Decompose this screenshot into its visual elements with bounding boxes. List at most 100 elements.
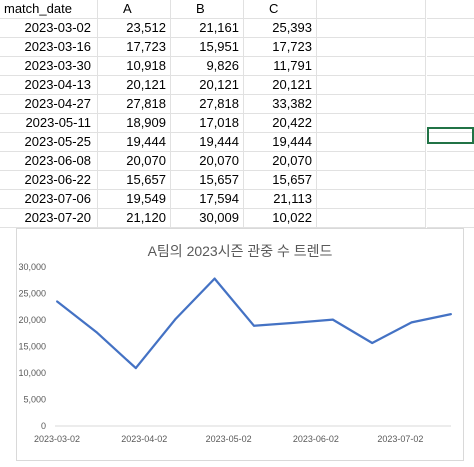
table-cell[interactable]: 21,113	[244, 190, 317, 209]
table-cell[interactable]	[317, 152, 426, 171]
table-cell[interactable]: 18,909	[98, 114, 171, 133]
table-cell[interactable]: 33,382	[244, 95, 317, 114]
table-cell[interactable]	[427, 171, 474, 190]
table-cell[interactable]: 10,022	[244, 209, 317, 228]
table-cell[interactable]: 30,009	[171, 209, 244, 228]
table-row: 2023-06-08 20,070 20,070 20,070	[0, 152, 474, 171]
table-cell[interactable]: 2023-03-02	[0, 19, 98, 38]
table-cell[interactable]: 2023-05-25	[0, 133, 98, 152]
table-cell[interactable]	[317, 133, 426, 152]
table-cell[interactable]	[427, 76, 474, 95]
table-cell[interactable]: 2023-06-22	[0, 171, 98, 190]
table-cell[interactable]: 9,826	[171, 57, 244, 76]
table-cell[interactable]: 10,918	[98, 57, 171, 76]
table-cell[interactable]	[317, 209, 426, 228]
table-cell[interactable]: 17,723	[244, 38, 317, 57]
table-cell[interactable]: 17,594	[171, 190, 244, 209]
table-cell[interactable]	[317, 95, 426, 114]
table-cell[interactable]: 17,723	[98, 38, 171, 57]
table-cell[interactable]: 19,549	[98, 190, 171, 209]
x-tick-label: 2023-05-02	[206, 434, 252, 444]
y-tick-label: 0	[41, 421, 46, 431]
table-cell[interactable]	[427, 152, 474, 171]
header-row: match_date A B C	[0, 0, 474, 19]
table-cell[interactable]: 2023-03-16	[0, 38, 98, 57]
header-cell[interactable]: A	[98, 0, 171, 19]
chart-plot: 0 5,000 10,000 15,000 20,000 25,000 30,000 2023…	[18, 262, 452, 444]
table-cell[interactable]: 21,120	[98, 209, 171, 228]
table-cell[interactable]	[317, 38, 426, 57]
table-cell[interactable]: 20,422	[244, 114, 317, 133]
x-tick-label: 2023-06-02	[293, 434, 339, 444]
header-cell[interactable]	[317, 0, 426, 19]
chart-title: A팀의 2023시즌 관중 수 트렌드	[147, 243, 333, 259]
table-cell[interactable]	[427, 209, 474, 228]
table-cell[interactable]	[317, 57, 426, 76]
x-tick-label: 2023-04-02	[121, 434, 167, 444]
table-row: 2023-03-16 17,723 15,951 17,723	[0, 38, 474, 57]
table-cell[interactable]: 27,818	[98, 95, 171, 114]
table-cell[interactable]: 19,444	[171, 133, 244, 152]
data-point	[331, 318, 334, 321]
table-cell[interactable]: 20,070	[171, 152, 244, 171]
table-cell[interactable]: 19,444	[98, 133, 171, 152]
table-cell[interactable]: 11,791	[244, 57, 317, 76]
table-cell[interactable]: 2023-07-06	[0, 190, 98, 209]
header-cell[interactable]	[427, 0, 474, 19]
table-cell[interactable]: 25,393	[244, 19, 317, 38]
table-cell[interactable]: 20,121	[244, 76, 317, 95]
table-row: 2023-06-22 15,657 15,657 15,657	[0, 171, 474, 190]
table-row: 2023-04-13 20,121 20,121 20,121	[0, 76, 474, 95]
y-tick-label: 25,000	[18, 289, 46, 299]
table-cell[interactable]: 2023-03-30	[0, 57, 98, 76]
table-cell[interactable]	[317, 190, 426, 209]
table-row: 2023-07-20 21,120 30,009 10,022	[0, 209, 474, 228]
table-cell[interactable]	[427, 57, 474, 76]
table-row: 2023-05-11 18,909 17,018 20,422	[0, 114, 474, 133]
table-cell[interactable]	[427, 19, 474, 38]
header-cell[interactable]: B	[171, 0, 244, 19]
data-point	[95, 331, 98, 334]
table-cell[interactable]: 2023-04-13	[0, 76, 98, 95]
table-cell[interactable]	[427, 133, 474, 152]
table-cell[interactable]: 2023-07-20	[0, 209, 98, 228]
y-tick-label: 15,000	[18, 342, 46, 352]
data-point	[410, 321, 413, 324]
table-cell[interactable]	[427, 95, 474, 114]
table-cell[interactable]	[317, 19, 426, 38]
data-point	[56, 300, 58, 303]
y-tick-label: 30,000	[18, 262, 46, 272]
data-point	[450, 313, 452, 316]
table-cell[interactable]: 27,818	[171, 95, 244, 114]
table-cell[interactable]	[427, 190, 474, 209]
x-tick-label: 2023-07-02	[377, 434, 423, 444]
table-cell[interactable]: 20,121	[171, 76, 244, 95]
series-line	[56, 277, 452, 370]
line-chart[interactable]: A팀의 2023시즌 관중 수 트렌드 0 5,000 10,000 15,000 20…	[16, 228, 464, 461]
table-cell[interactable]	[427, 114, 474, 133]
table-cell[interactable]: 20,070	[244, 152, 317, 171]
active-cell[interactable]	[427, 127, 474, 144]
table-cell[interactable]: 2023-06-08	[0, 152, 98, 171]
header-cell[interactable]: C	[244, 0, 317, 19]
header-cell[interactable]: match_date	[0, 0, 98, 19]
table-cell[interactable]	[317, 114, 426, 133]
table-cell[interactable]: 23,512	[98, 19, 171, 38]
table-cell[interactable]	[317, 76, 426, 95]
table-cell[interactable]: 15,657	[171, 171, 244, 190]
table-cell[interactable]: 20,070	[98, 152, 171, 171]
table-cell[interactable]: 17,018	[171, 114, 244, 133]
data-point	[134, 367, 137, 370]
table-cell[interactable]: 15,951	[171, 38, 244, 57]
table-cell[interactable]: 2023-04-27	[0, 95, 98, 114]
table-cell[interactable]	[317, 171, 426, 190]
table-cell[interactable]: 15,657	[244, 171, 317, 190]
table-cell[interactable]: 15,657	[98, 171, 171, 190]
table-cell[interactable]	[427, 38, 474, 57]
table-cell[interactable]: 21,161	[171, 19, 244, 38]
table-cell[interactable]: 19,444	[244, 133, 317, 152]
table-row: 2023-05-25 19,444 19,444 19,444	[0, 133, 474, 152]
table-cell[interactable]: 20,121	[98, 76, 171, 95]
table-cell[interactable]: 2023-05-11	[0, 114, 98, 133]
